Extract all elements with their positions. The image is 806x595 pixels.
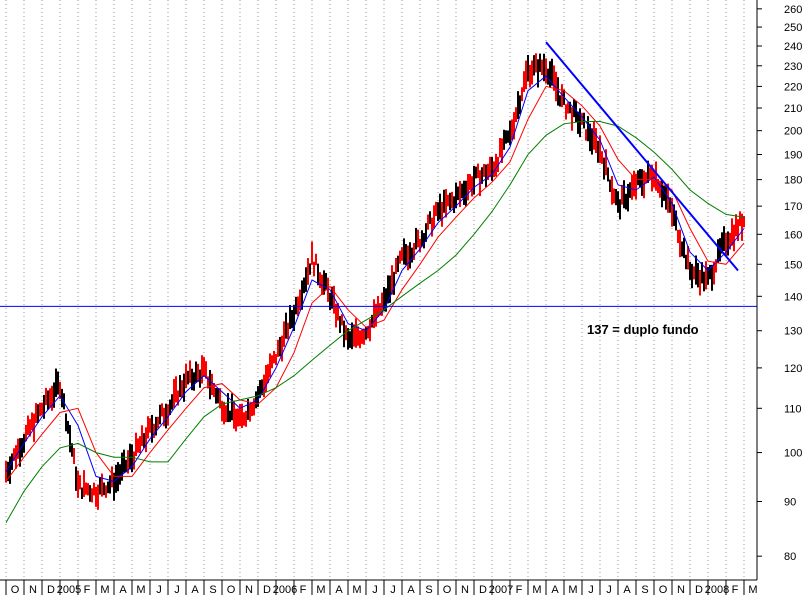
y-tick-label: 160	[784, 229, 802, 241]
x-tick-label: F	[732, 584, 739, 595]
x-tick-label: A	[335, 584, 343, 595]
x-tick-label: J	[390, 584, 396, 595]
y-tick-label: 140	[784, 291, 802, 303]
y-tick-label: 120	[784, 363, 802, 375]
x-tick-label: S	[425, 584, 432, 595]
y-tick-label: 90	[784, 496, 796, 508]
y-tick-label: 210	[784, 103, 802, 115]
y-tick-label: 250	[784, 22, 802, 34]
moving-average-line	[5, 121, 745, 523]
x-tick-label: M	[316, 584, 325, 595]
x-tick-label: O	[227, 584, 236, 595]
x-tick-label: N	[677, 584, 685, 595]
x-tick-label: D	[479, 584, 487, 595]
x-tick-label: S	[641, 584, 648, 595]
annotation-text: 137 = duplo fundo	[587, 322, 699, 337]
x-tick-label: 2007	[489, 584, 513, 595]
y-tick-label: 170	[784, 201, 802, 213]
x-tick-label: A	[191, 584, 199, 595]
x-tick-label: O	[11, 584, 20, 595]
y-tick-label: 130	[784, 326, 802, 338]
x-tick-label: N	[245, 584, 253, 595]
y-tick-label: 190	[784, 149, 802, 161]
x-tick-label: D	[695, 584, 703, 595]
y-axis: 80 90 100 110 120 130 140 150 160 170 180 190 200 210…	[757, 4, 802, 563]
y-tick-label: 100	[784, 448, 802, 460]
x-tick-label: M	[100, 584, 109, 595]
x-tick-label: N	[29, 584, 37, 595]
moving-average-line	[5, 75, 745, 482]
x-tick-label: M	[748, 584, 757, 595]
x-tick-label: F	[84, 584, 91, 595]
x-tick-label: 2005	[57, 584, 81, 595]
x-tick-label: M	[136, 584, 145, 595]
x-tick-label: A	[551, 584, 559, 595]
annotations	[0, 41, 757, 307]
x-axis: O N D 2005 F M A M J J A S O N D 2006 F M A M J J A S O N D 2007 F M A…	[5, 580, 758, 595]
y-tick-label: 80	[784, 551, 796, 563]
x-tick-label: A	[119, 584, 127, 595]
x-tick-label: J	[588, 584, 594, 595]
y-tick-label: 240	[784, 41, 802, 53]
y-tick-label: 150	[784, 259, 802, 271]
x-tick-label: A	[407, 584, 415, 595]
x-tick-label: F	[516, 584, 523, 595]
x-tick-label: D	[47, 584, 55, 595]
x-tick-label: J	[606, 584, 612, 595]
x-tick-label: A	[623, 584, 631, 595]
y-tick-label: 260	[784, 4, 802, 16]
downtrend-line	[545, 41, 739, 272]
x-tick-label: 2008	[705, 584, 729, 595]
plot-background	[0, 0, 757, 580]
x-tick-label: O	[659, 584, 668, 595]
moving-average-line	[5, 85, 745, 482]
x-tick-label: M	[352, 584, 361, 595]
x-tick-label: N	[461, 584, 469, 595]
x-tick-label: S	[209, 584, 216, 595]
x-tick-label: 2006	[273, 584, 297, 595]
x-tick-label: J	[174, 584, 180, 595]
x-tick-label: J	[372, 584, 378, 595]
x-tick-label: M	[532, 584, 541, 595]
y-tick-label: 220	[784, 81, 802, 93]
x-tick-label: O	[443, 584, 452, 595]
y-tick-label: 200	[784, 126, 802, 138]
moving-averages	[5, 75, 745, 523]
y-tick-label: 180	[784, 175, 802, 187]
y-tick-label: 110	[784, 403, 802, 415]
y-tick-label: 230	[784, 61, 802, 73]
x-tick-label: F	[300, 584, 307, 595]
x-tick-label: D	[263, 584, 271, 595]
x-tick-label: M	[568, 584, 577, 595]
x-tick-label: J	[156, 584, 162, 595]
